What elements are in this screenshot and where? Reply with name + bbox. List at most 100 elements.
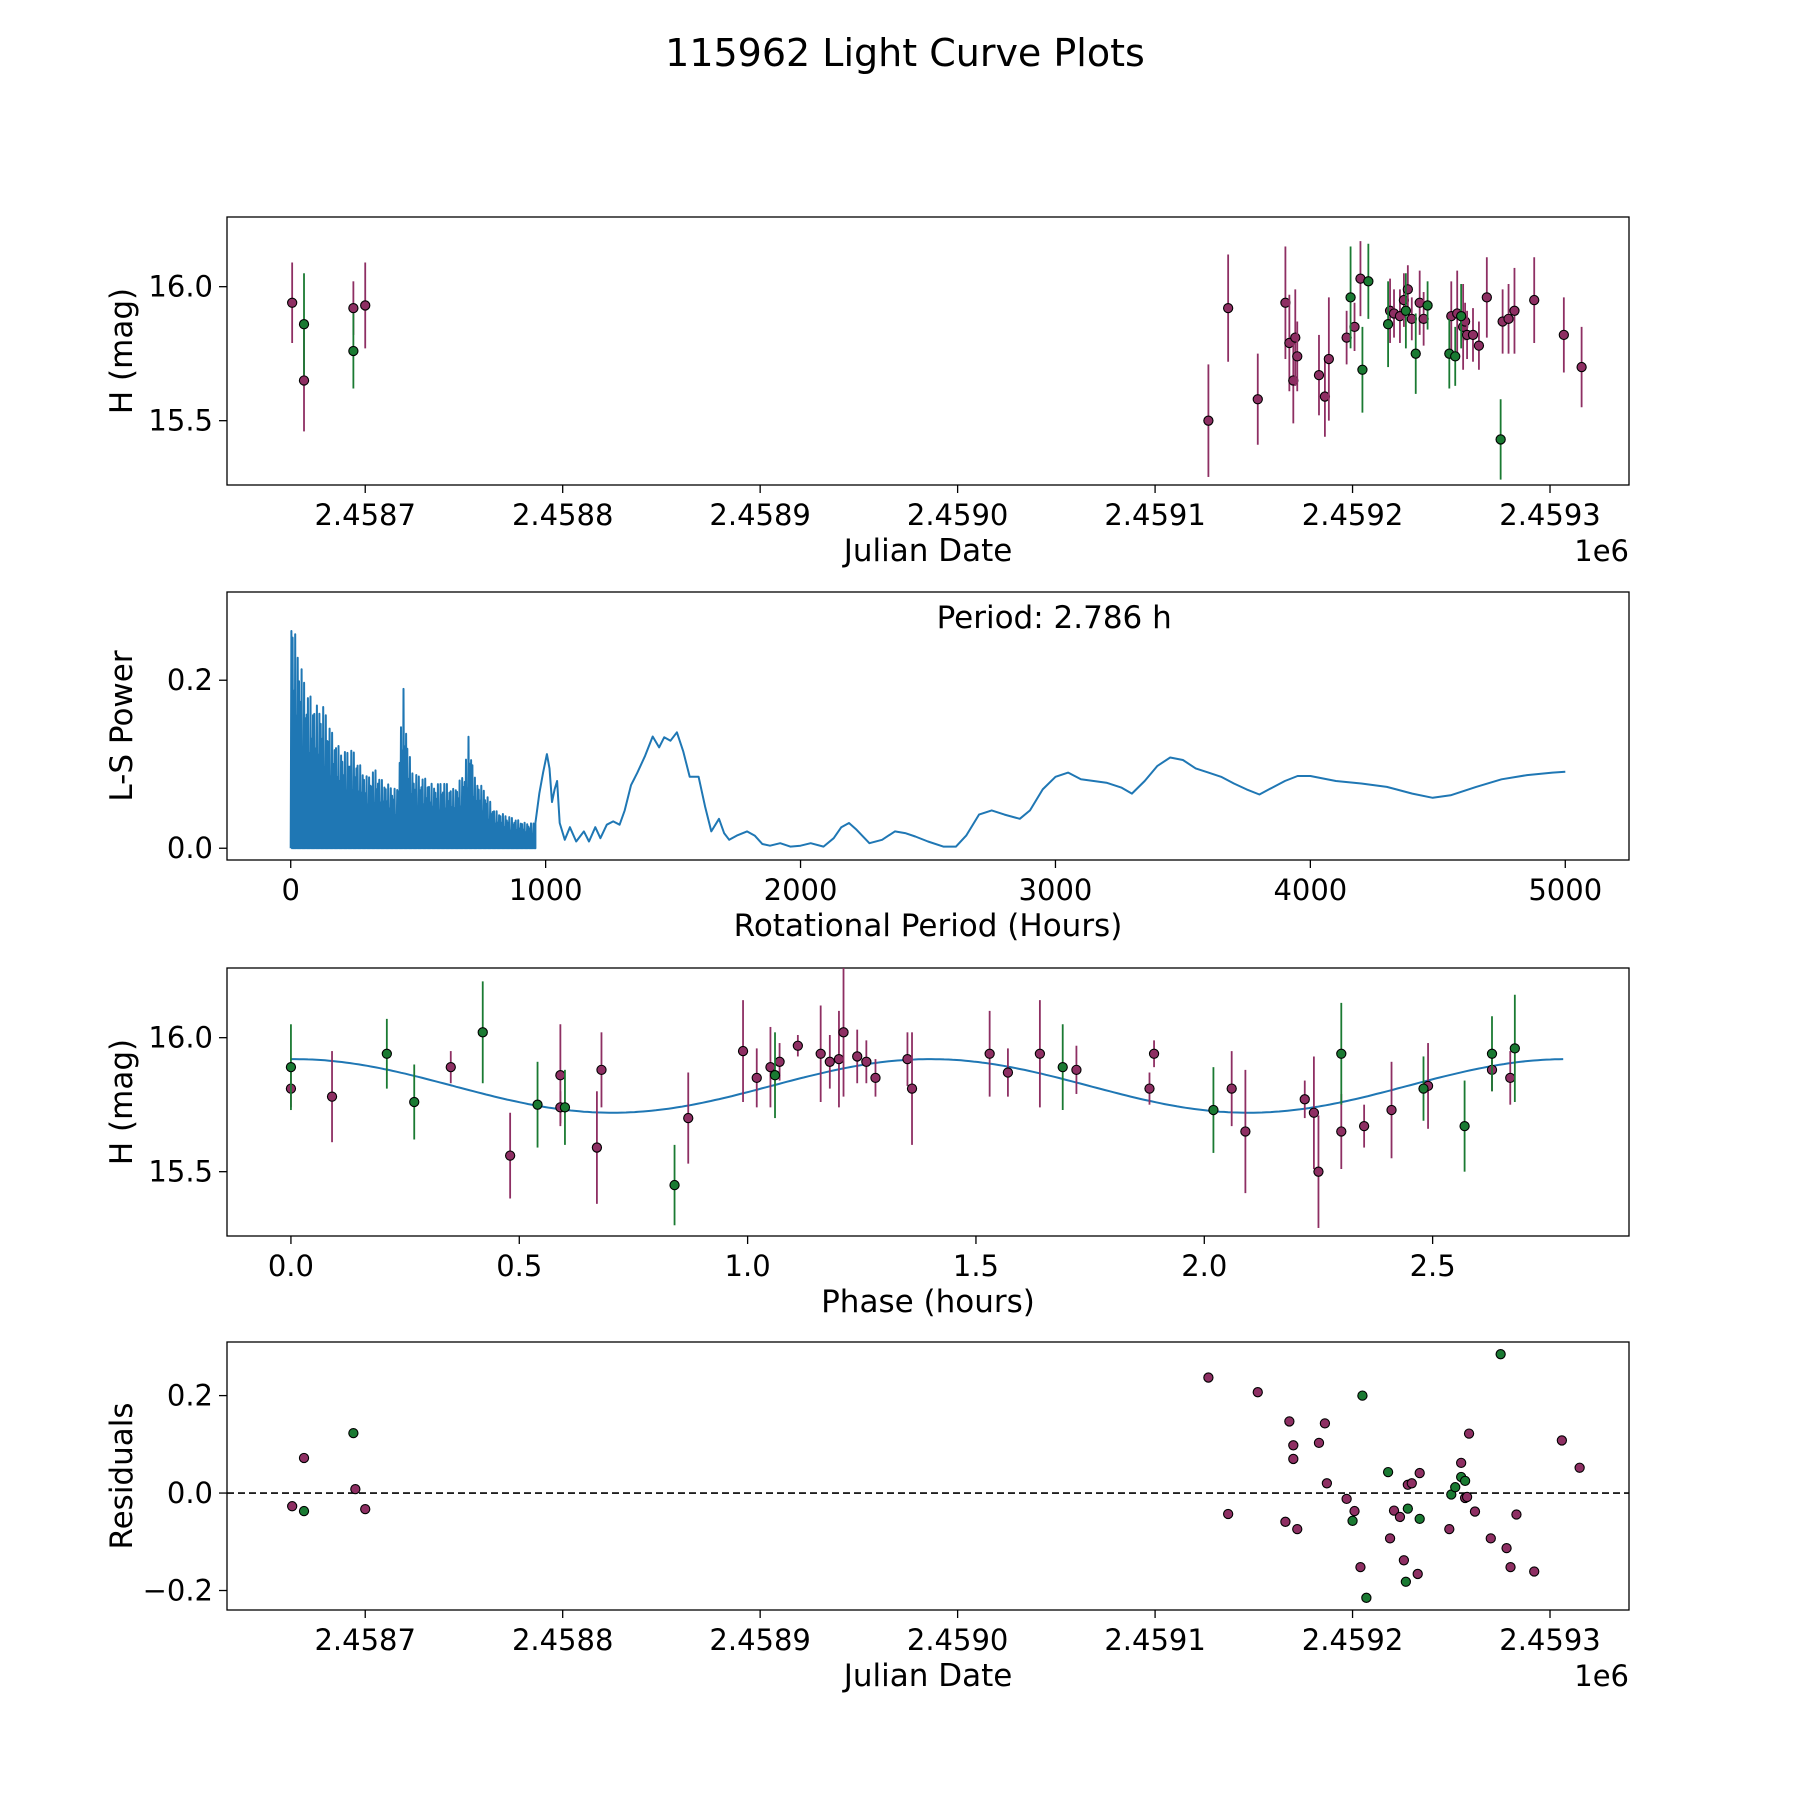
x-tick-label: 2.0 [1181,1249,1227,1283]
data-point [902,1053,913,1065]
data-point [1410,348,1421,359]
data-point [559,1102,571,1113]
y-tick-label: 0.2 [167,663,213,697]
data-point [1308,1107,1320,1118]
data-point [285,1062,297,1073]
x-tick-label: 2000 [764,873,838,907]
data-point [504,1150,516,1161]
data-point [298,375,310,386]
data-point [774,1056,785,1067]
data-point [838,1027,849,1038]
data-point [1240,1126,1251,1137]
data-point [1292,351,1303,362]
data-point [1386,1104,1397,1116]
x-tick-label: 0.0 [268,1249,314,1283]
y-tick-label: 16.0 [148,270,213,304]
x-tick-label: 1.0 [725,1249,771,1283]
data-point [596,1064,607,1075]
data-point [833,1053,845,1065]
data-point [1144,1083,1155,1094]
data-point [532,1099,543,1110]
data-point [1505,1561,1516,1573]
data-point [1485,1533,1496,1544]
plot-frame [226,1341,1630,1611]
data-point [326,1091,338,1102]
data-point [1450,351,1461,362]
data-point [1203,1372,1214,1383]
data-point [555,1070,566,1081]
data-point [1388,1505,1400,1516]
y-axis-label: H (mag) [104,1039,140,1165]
data-point [591,1142,603,1153]
data-point [1252,394,1263,405]
series-purple [285,968,1516,1228]
data-point [1402,1503,1413,1514]
x-tick-label: 2.4589 [709,498,810,532]
periodogram-line [289,630,1566,850]
data-point [287,1501,298,1512]
x-tick-label: 3000 [1019,873,1093,907]
y-tick-label: 0.0 [167,831,213,865]
data-point [1319,1418,1331,1429]
data-point [1400,305,1412,316]
data-point [1313,369,1325,381]
x-tick-label: 2.4587 [314,498,415,532]
data-point [751,1072,762,1084]
data-point [1347,1515,1358,1526]
data-point [1280,1516,1291,1527]
data-point [287,297,298,308]
series-green [285,981,1520,1226]
data-point [1412,1568,1423,1580]
data-point [1363,276,1374,287]
data-point [1463,1428,1475,1439]
x-tick-label: 2.4593 [1499,1623,1600,1657]
data-point [381,1048,392,1059]
series-green [298,243,1506,480]
data-point [360,300,371,311]
data-point [1252,1387,1263,1398]
data-point [1034,1048,1046,1059]
phased-curve-panel: 0.0 0.5 1.0 1.5 2.0 2.5 15.5 16.0 Phase (hours) H… [104,967,1630,1320]
data-point [1418,1083,1429,1094]
data-point [360,1503,371,1515]
x-tick-label: 0 [282,873,300,907]
data-point [1505,1072,1516,1084]
x-tick-label: 2.4593 [1499,498,1600,532]
data-point [1148,1048,1160,1059]
data-point [1341,1493,1352,1505]
x-tick-label: 2.4592 [1302,498,1403,532]
data-point [870,1072,881,1084]
residuals-panel: 2.4587 2.4588 2.4589 2.4590 2.4591 2.4592 2.45… [104,1341,1630,1694]
x-axis-label: Phase (hours) [821,1284,1035,1320]
x-tick-label: 2.4588 [512,1623,613,1657]
data-point [1402,284,1413,295]
y-tick-label: 15.5 [148,404,213,438]
x-axis-label: Julian Date [842,533,1013,569]
data-point [1503,313,1514,324]
model-curve [290,1058,1564,1114]
data-point [906,1083,918,1094]
data-point [1203,415,1214,426]
data-point [1222,1508,1234,1520]
data-point [1509,1043,1520,1054]
data-point [1486,1048,1498,1059]
plot-frame [226,591,1630,861]
y-axis-label: L-S Power [104,650,140,801]
x-tick-label: 4000 [1273,873,1347,907]
data-point [852,1051,863,1062]
periodogram-panel: 0 1000 2000 3000 4000 5000 0.0 0.2 Rotational Pe… [104,591,1630,944]
x-offset-label: 1e6 [1574,1659,1629,1693]
data-point [1349,1505,1360,1517]
x-axis-label: Julian Date [842,1658,1013,1694]
data-point [1467,329,1479,341]
data-point [1345,292,1356,303]
series-purple [287,241,1587,477]
data-point [1288,1453,1299,1465]
data-point [1444,1523,1455,1535]
y-tick-label: 15.5 [148,1155,213,1189]
y-tick-label: 0.0 [167,1476,213,1510]
data-point [477,1027,488,1038]
data-point [1208,1104,1219,1116]
data-point [984,1048,995,1059]
